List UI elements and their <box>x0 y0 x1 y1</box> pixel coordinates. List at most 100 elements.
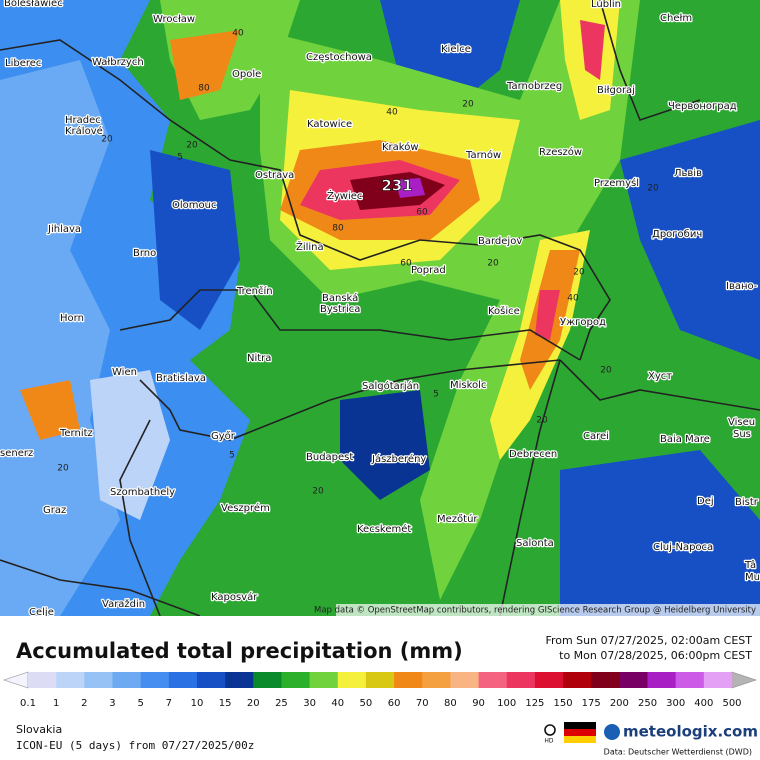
city-label: senerz <box>0 448 33 459</box>
city-label: Львів <box>674 167 702 179</box>
contour-label: 40 <box>386 108 398 118</box>
city-label: Bolesławiec <box>4 0 63 9</box>
city-label: Košice <box>488 305 520 317</box>
legend-value: 0.1 <box>20 698 36 709</box>
border <box>119 289 581 361</box>
city-label: Jászberény <box>371 453 426 465</box>
legend-value: 175 <box>582 698 601 709</box>
city-label: Nitra <box>247 353 271 364</box>
legend-value: 20 <box>247 698 260 709</box>
city-label: Червоноград <box>668 101 737 112</box>
legend-swatch <box>56 672 85 688</box>
model: ICON-EU (5 days) from 07/27/2025/00z <box>16 739 254 752</box>
contour-label: 80 <box>332 224 344 234</box>
city-label: Horn <box>60 313 84 324</box>
legend: 0.1 1 2 3 5 7 10 15 20 25 30 40 50 60 70 80 90 100 125 150 1… <box>3 671 757 709</box>
city-label: Kaposvár <box>211 591 258 603</box>
legend-swatch <box>28 672 57 688</box>
legend-swatch <box>591 672 620 688</box>
contour-label: 20 <box>647 184 659 194</box>
city-label: Przemyśl <box>594 177 639 189</box>
region: Slovakia <box>16 723 62 736</box>
city-label: Biłgoraj <box>597 85 635 96</box>
german-flag <box>564 722 596 743</box>
legend-swatch <box>281 672 310 688</box>
city-labels: Bolesławiec Wrocław Lublin Chełm Liberec Wałb… <box>0 0 760 619</box>
city-label: Katowice <box>307 119 352 130</box>
rain-area <box>620 120 760 360</box>
legend-swatch <box>112 672 141 688</box>
city-label: Debrecen <box>509 449 557 460</box>
legend-value: 200 <box>610 698 629 709</box>
contour-label: 60 <box>416 208 428 218</box>
legend-value: 30 <box>303 698 316 709</box>
legend-swatch <box>140 672 170 688</box>
city-label: Liberec <box>5 58 41 69</box>
rain-area <box>580 20 605 80</box>
city-label: Győr <box>211 430 236 442</box>
city-label: Івано- <box>726 281 758 292</box>
city-label: Salonta <box>516 538 554 549</box>
city-label: Wałbrzych <box>92 57 144 68</box>
max-label: 231 <box>381 177 412 195</box>
rain-area <box>90 370 170 520</box>
rain-area <box>170 30 240 100</box>
legend-swatch <box>84 672 113 688</box>
city-label: Tarnów <box>465 149 501 161</box>
city-label: Brno <box>133 248 156 259</box>
hd-label[interactable]: HD <box>544 738 554 745</box>
contour-label: 20 <box>536 416 548 426</box>
legend-swatch <box>253 672 282 688</box>
legend-value: 60 <box>388 698 401 709</box>
brand[interactable]: meteologix.com <box>623 723 758 741</box>
city-label: Bistr <box>735 497 759 508</box>
contour-label: 20 <box>462 100 474 110</box>
contour-label: 5 <box>229 451 235 461</box>
legend-value: 10 <box>191 698 204 709</box>
city-label: Хуст <box>648 371 672 382</box>
city-label: Cluj-Napoca <box>653 542 713 553</box>
city-label: Veszprém <box>221 502 270 514</box>
legend-value: 7 <box>166 698 172 709</box>
city-label: Lublin <box>591 0 621 10</box>
legend-swatch <box>394 672 423 688</box>
rain-area <box>560 450 760 616</box>
legend-swatch <box>196 672 226 688</box>
city-label: Żywiec <box>327 189 362 202</box>
legend-swatch <box>450 672 479 688</box>
contour-label: 20 <box>600 366 612 376</box>
legend-value: 300 <box>666 698 685 709</box>
attribution: Map data © OpenStreetMap contributors, r… <box>314 606 756 616</box>
city-label: Žilina <box>296 240 324 253</box>
legend-swatch <box>675 672 705 688</box>
city-label: Tarnobrzeg <box>506 81 562 92</box>
legend-swatch <box>506 672 536 688</box>
legend-value: 5 <box>137 698 143 709</box>
border <box>119 419 161 617</box>
legend-swatch <box>168 672 198 688</box>
rain-area <box>0 60 120 616</box>
legend-swatch <box>647 672 676 688</box>
city-label: Kraków <box>382 141 419 153</box>
city-label: Budapest <box>306 452 353 463</box>
legend-swatch <box>478 672 508 688</box>
city-label: Częstochowa <box>306 52 372 63</box>
city-label: Hradec <box>65 115 101 126</box>
legend-swatch <box>422 672 451 688</box>
rain-area <box>150 150 240 330</box>
attribution-bg <box>336 604 760 616</box>
rain-area <box>350 172 445 210</box>
city-label: Bratislava <box>156 373 206 384</box>
border <box>0 39 611 361</box>
city-label: Trenčín <box>236 285 273 297</box>
legend-value: 500 <box>722 698 741 709</box>
city-label: Viseu <box>728 417 755 428</box>
contour-label: 20 <box>186 141 198 151</box>
legend-value: 15 <box>219 698 232 709</box>
border <box>599 0 701 121</box>
brand-logo <box>604 724 620 740</box>
zoom-icon[interactable] <box>544 724 556 736</box>
city-label: Varaždin <box>102 598 145 610</box>
borders <box>0 0 760 617</box>
